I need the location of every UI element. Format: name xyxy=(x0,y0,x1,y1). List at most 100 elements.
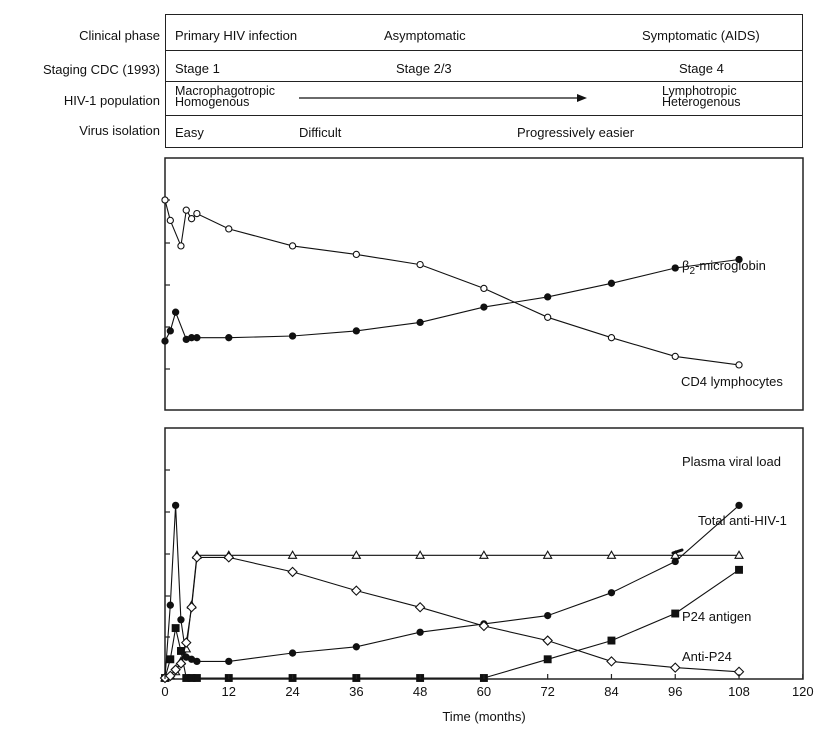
data-point-2-microglobin xyxy=(288,332,297,340)
row-label-hiv1-population: HIV-1 population xyxy=(63,93,160,108)
population-early-line1: Macrophagotropic xyxy=(175,84,276,98)
x-tick-label: 48 xyxy=(413,684,427,699)
x-tick-label: 24 xyxy=(285,684,299,699)
data-point-plasma-viral-load xyxy=(225,657,233,666)
data-point-cd4-lymphocytes xyxy=(177,242,185,250)
data-point-anti-p24 xyxy=(186,602,197,613)
stage-table: Primary HIV infection Asymptomatic Sympt… xyxy=(165,14,803,148)
series-line-2-microglobin xyxy=(164,258,740,342)
series-cd4-lymphocytes xyxy=(161,196,743,369)
data-point-cd4-lymphocytes xyxy=(288,242,297,250)
series-label-plasma-viral-load: Plasma viral load xyxy=(682,454,781,469)
data-point-total-anti-hiv-1 xyxy=(542,550,553,559)
series-line-plasma-viral-load xyxy=(164,504,740,679)
x-axis-title: Time (months) xyxy=(442,709,525,724)
x-tick-label: 72 xyxy=(540,684,554,699)
data-point-2-microglobin xyxy=(735,255,743,264)
data-point-p24-antigen xyxy=(671,609,680,618)
data-point-plasma-viral-load xyxy=(177,616,185,624)
top-panel: β2-microglobin CD4 lymphocytes xyxy=(161,196,783,389)
data-point-cd4-lymphocytes xyxy=(607,334,616,342)
isolation-difficult: Difficult xyxy=(299,125,342,140)
series-line-p24-antigen xyxy=(164,569,740,679)
data-point-2-microglobin xyxy=(671,264,679,272)
data-point-cd4-lymphocytes xyxy=(161,196,169,204)
data-point-plasma-viral-load xyxy=(671,557,679,566)
series-label-total-anti-hiv-1: Total anti-HIV-1 xyxy=(698,513,787,528)
data-point-total-anti-hiv-1 xyxy=(670,550,681,559)
population-early: Macrophagotropic Homogenous xyxy=(175,84,276,109)
x-axis: 0 12 24 36 48 60 72 84 96 108 120 xyxy=(161,674,814,699)
data-point-anti-p24 xyxy=(223,552,235,563)
data-point-cd4-lymphocytes xyxy=(193,209,201,218)
clinical-phase-asymptomatic: Asymptomatic xyxy=(384,28,466,43)
data-point-cd4-lymphocytes xyxy=(187,215,196,223)
data-point-plasma-viral-load xyxy=(166,601,174,609)
x-tick-label: 0 xyxy=(161,684,168,699)
clinical-phase-symptomatic: Symptomatic (AIDS) xyxy=(642,28,760,43)
x-tick-label: 36 xyxy=(349,684,363,699)
isolation-progressively-easier: Progressively easier xyxy=(517,125,635,140)
series-p24-antigen xyxy=(161,565,743,682)
data-point-anti-p24 xyxy=(351,585,362,596)
x-tick-label: 60 xyxy=(477,684,491,699)
data-point-plasma-viral-load xyxy=(288,649,297,657)
data-point-total-anti-hiv-1 xyxy=(606,550,617,559)
data-point-p24-antigen xyxy=(543,655,552,664)
population-late-line2: Heterogenous xyxy=(662,95,741,109)
data-point-2-microglobin xyxy=(352,327,360,335)
data-point-2-microglobin xyxy=(607,279,616,287)
data-point-p24-antigen xyxy=(607,636,616,645)
series-label-p24-antigen: P24 antigen xyxy=(682,609,751,624)
isolation-easy: Easy xyxy=(175,125,204,140)
row-clinical-phase: Primary HIV infection Asymptomatic Sympt… xyxy=(166,15,802,51)
series-line-cd4-lymphocytes xyxy=(164,199,740,366)
data-point-anti-p24 xyxy=(191,552,203,563)
row-label-staging-cdc: Staging CDC (1993) xyxy=(42,62,160,77)
data-point-total-anti-hiv-1 xyxy=(478,550,489,559)
data-point-anti-p24 xyxy=(542,635,553,646)
data-point-cd4-lymphocytes xyxy=(225,225,233,233)
series-label-2-microglobin: β2-microglobin xyxy=(682,258,766,277)
row-staging-cdc: Stage 1 Stage 2/3 Stage 4 xyxy=(166,50,802,82)
data-point-2-microglobin xyxy=(480,303,488,311)
data-point-anti-p24 xyxy=(287,566,298,578)
series-plasma-viral-load xyxy=(161,501,743,682)
x-tick-label: 12 xyxy=(222,684,236,699)
data-point-2-microglobin xyxy=(225,334,233,342)
data-point-p24-antigen xyxy=(171,624,180,633)
x-tick-label: 84 xyxy=(604,684,618,699)
data-point-anti-p24 xyxy=(175,658,187,669)
data-point-plasma-viral-load xyxy=(544,611,552,620)
bottom-panel: Plasma viral load Total anti-HIV-1 P24 ant… xyxy=(159,454,787,684)
data-point-plasma-viral-load xyxy=(171,501,180,510)
data-point-cd4-lymphocytes xyxy=(671,352,679,361)
data-point-anti-p24 xyxy=(478,620,490,632)
data-point-p24-antigen xyxy=(192,674,201,682)
x-tick-label: 120 xyxy=(792,684,814,699)
data-point-total-anti-hiv-1 xyxy=(415,550,426,559)
x-tick-label: 108 xyxy=(728,684,750,699)
population-late-line1: Lymphotropic xyxy=(662,84,737,98)
data-point-cd4-lymphocytes xyxy=(182,206,190,214)
population-progression-arrow xyxy=(299,94,587,102)
series-2-microglobin xyxy=(161,255,743,345)
data-point-cd4-lymphocytes xyxy=(352,250,360,259)
data-point-total-anti-hiv-1 xyxy=(287,550,298,559)
data-point-2-microglobin xyxy=(171,308,180,316)
data-point-total-anti-hiv-1 xyxy=(734,550,744,559)
data-point-plasma-viral-load xyxy=(607,589,616,597)
data-point-plasma-viral-load xyxy=(416,628,424,636)
data-point-p24-antigen xyxy=(166,655,175,664)
top-panel-frame xyxy=(164,157,804,411)
data-point-plasma-viral-load xyxy=(735,501,743,510)
data-point-2-microglobin xyxy=(161,337,169,345)
data-point-anti-p24 xyxy=(606,656,617,667)
data-point-p24-antigen xyxy=(735,565,743,574)
data-point-anti-p24 xyxy=(669,662,681,673)
data-point-anti-p24 xyxy=(414,602,426,613)
row-label-virus-isolation: Virus isolation xyxy=(79,123,160,138)
data-point-plasma-viral-load xyxy=(352,643,360,651)
row-virus-isolation: Easy Difficult Progressively easier xyxy=(166,115,802,147)
staging-stage-2-3: Stage 2/3 xyxy=(396,61,452,76)
